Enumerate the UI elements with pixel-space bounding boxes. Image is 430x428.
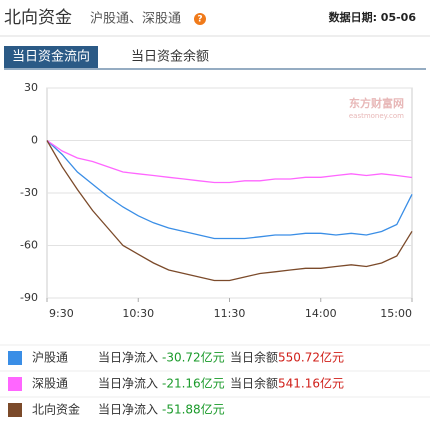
help-icon-mark: ? (197, 15, 202, 25)
x-tick-label: 15:00 (380, 307, 412, 320)
subtitle: 沪股通、深股通 (90, 11, 181, 27)
net-inflow-value: -30.72亿元 (162, 350, 225, 365)
help-icon[interactable] (194, 13, 206, 25)
x-tick-label: 9:30 (49, 307, 74, 320)
watermark: 东方财富网 (349, 96, 404, 110)
balance-value: 541.16亿元 (278, 376, 344, 391)
y-tick-label: -90 (20, 291, 38, 304)
legend-label: 沪股通 (32, 351, 68, 365)
series-line (46, 140, 413, 240)
y-tick-label: 0 (31, 134, 38, 147)
legend-swatch (8, 403, 22, 417)
series-line (46, 139, 413, 184)
tab[interactable]: 当日资金余额 (131, 49, 209, 65)
x-tick-label: 14:00 (305, 307, 337, 320)
series-line (46, 140, 413, 282)
balance-caption: 当日余额 (230, 350, 278, 365)
net-inflow-caption: 当日净流入 (98, 351, 158, 365)
net-inflow-value: -21.16亿元 (162, 376, 225, 391)
y-tick-label: -60 (20, 239, 38, 252)
legend-swatch (8, 351, 22, 365)
date-label: 数据日期: 05-06 (329, 10, 417, 24)
y-tick-label: -30 (20, 186, 38, 199)
legend-label: 北向资金 (32, 402, 80, 417)
net-inflow-caption: 当日净流入 (98, 403, 158, 417)
legend-label: 深股通 (32, 377, 68, 391)
title: 北向资金 (4, 8, 72, 28)
x-tick-label: 11:30 (214, 307, 246, 320)
net-inflow-caption: 当日净流入 (98, 377, 158, 391)
balance-value: 550.72亿元 (278, 350, 344, 365)
y-tick-label: 30 (24, 81, 38, 94)
x-tick-label: 10:30 (122, 307, 154, 320)
net-inflow-value: -51.88亿元 (162, 402, 225, 417)
watermark-sub: eastmoney.com (349, 112, 404, 120)
tab[interactable]: 当日资金流向 (12, 49, 90, 65)
tab-active[interactable] (4, 46, 98, 68)
balance-caption: 当日余额 (230, 376, 278, 391)
legend-swatch (8, 377, 22, 391)
